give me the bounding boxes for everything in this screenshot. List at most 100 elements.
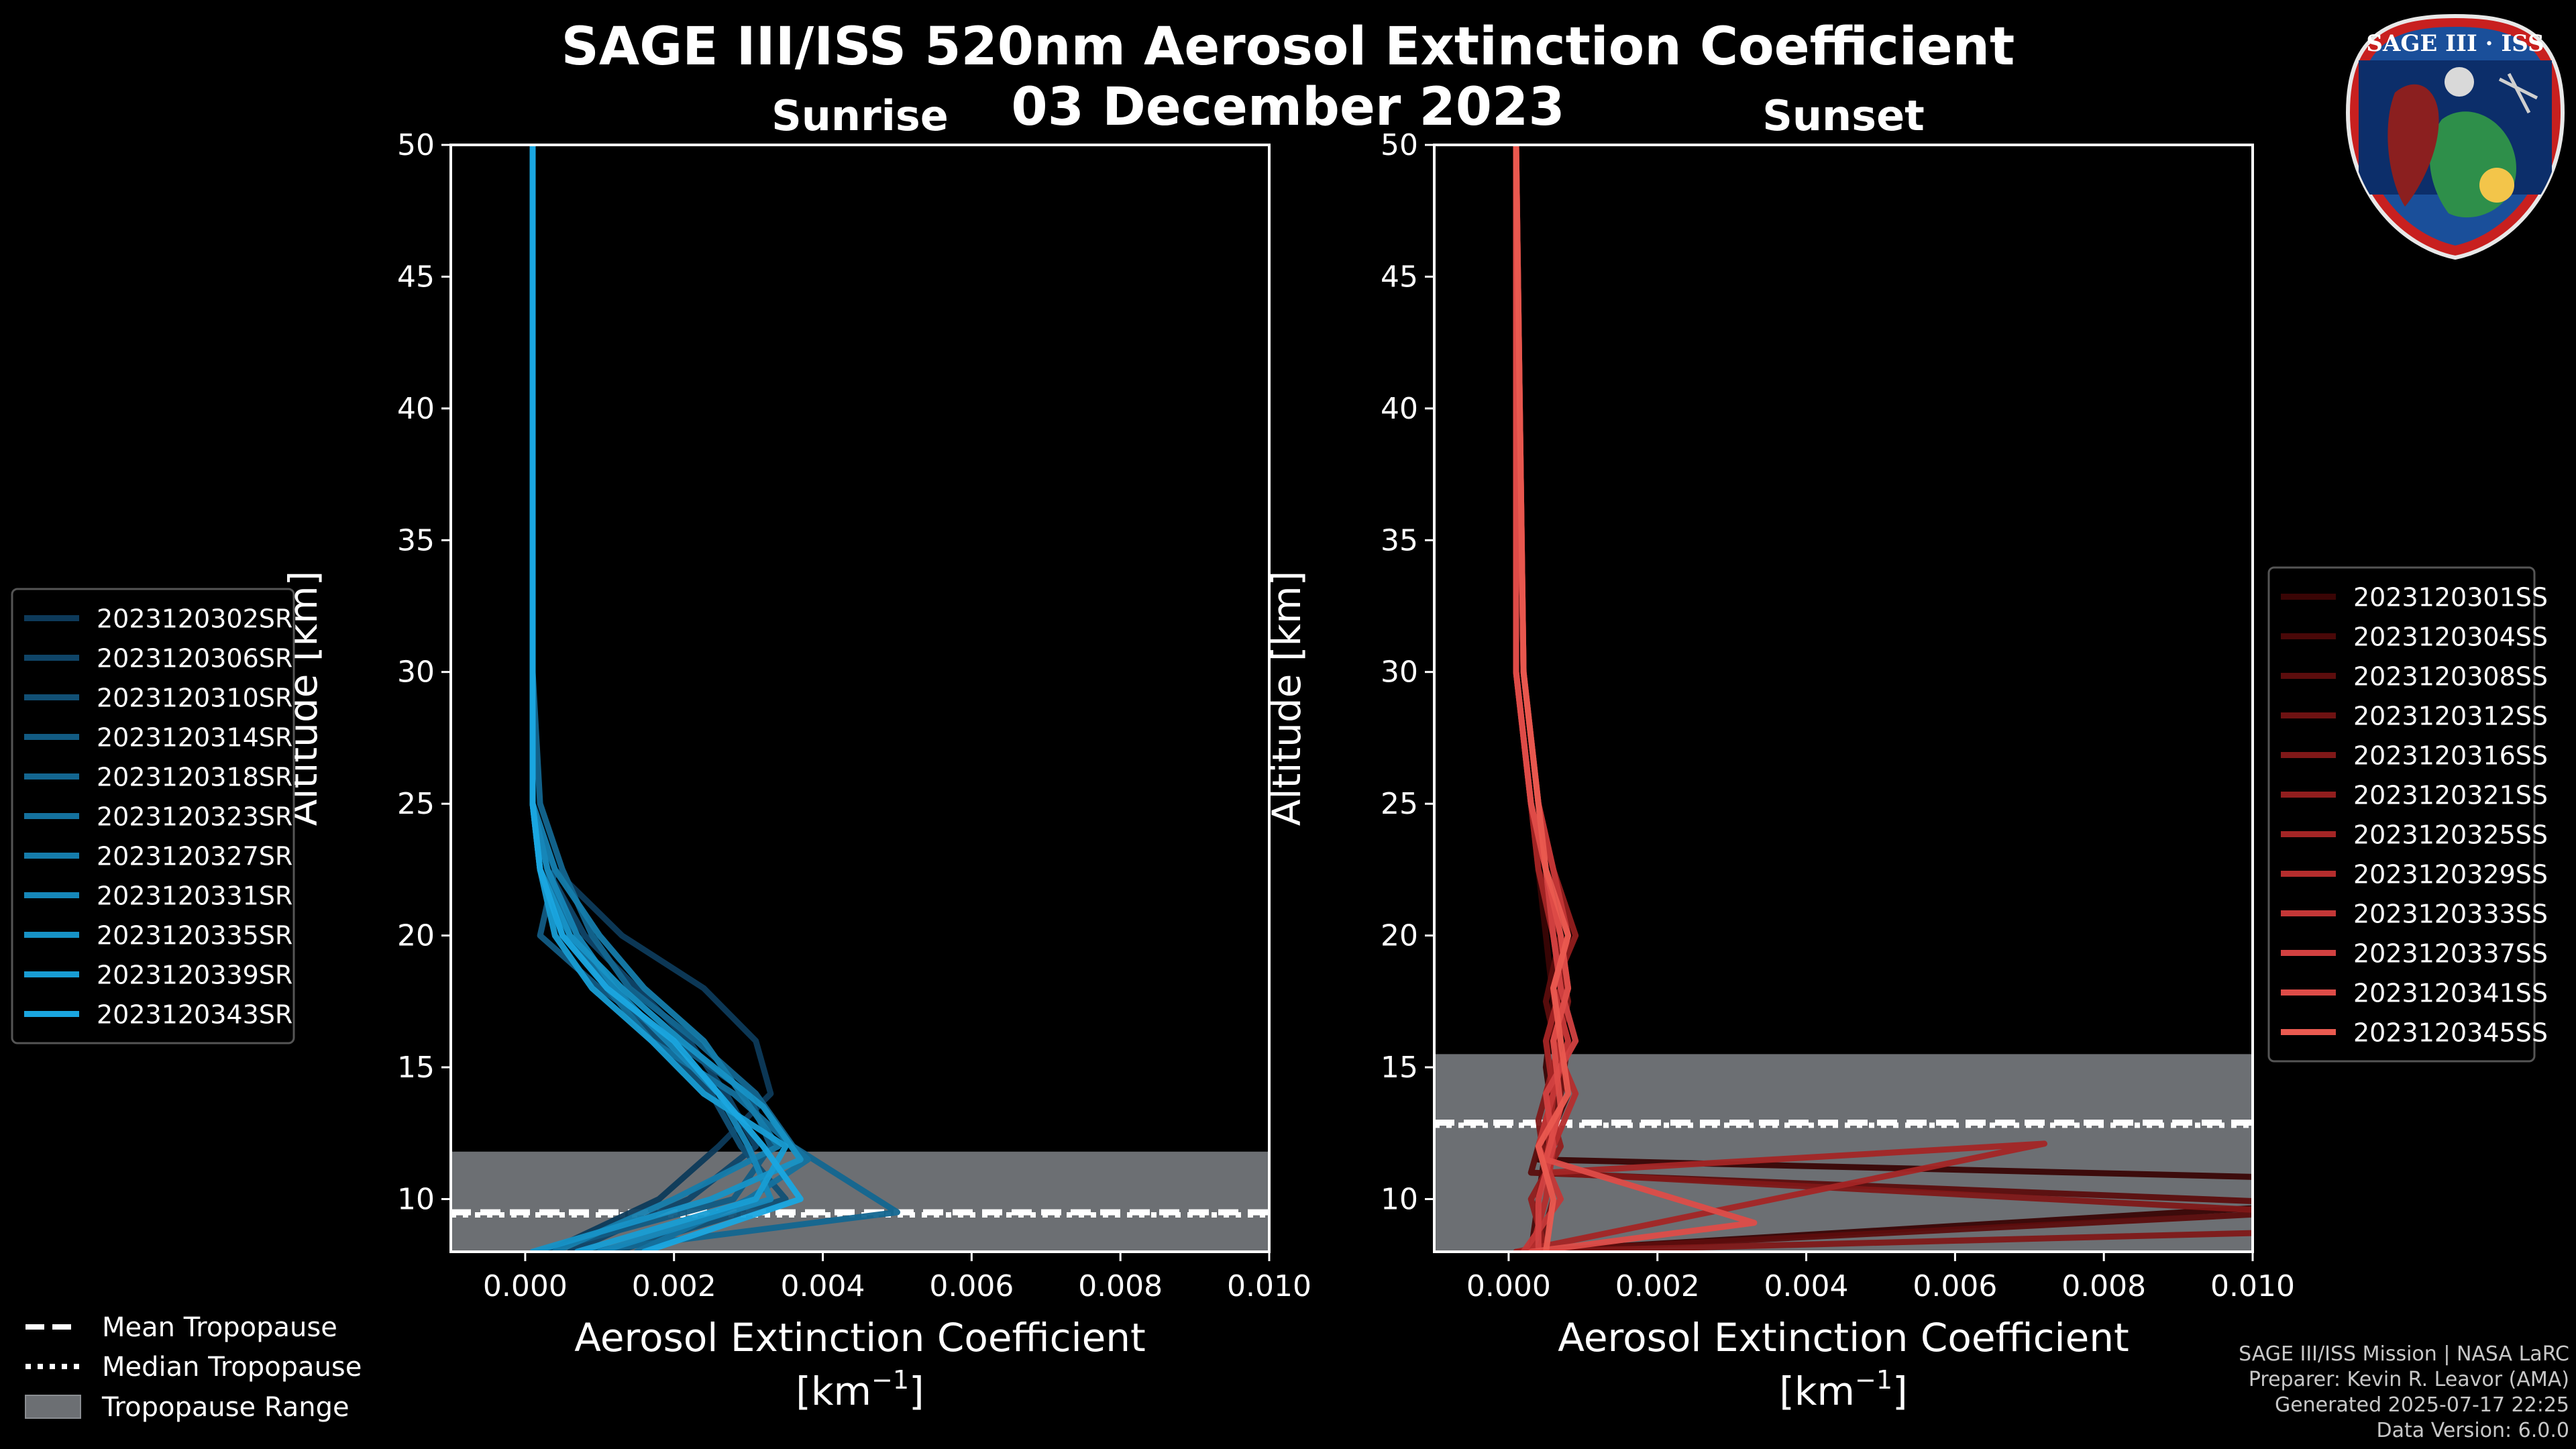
legend-item-2023120325SS: 2023120325SS [2281, 820, 2548, 850]
sunset-y-tick-label: 50 [1381, 128, 1418, 162]
legend-item-2023120308SS: 2023120308SS [2281, 662, 2548, 692]
sunrise-x-tick-label: 0.000 [483, 1269, 568, 1303]
sunset-axes-frame [1433, 144, 2254, 1253]
series-line-2023120341SS [1513, 145, 1758, 1252]
legend-label: 2023120312SS [2353, 702, 2548, 731]
sunset-y-axis-label: Altitude [km] [1264, 571, 1309, 826]
series-line-2023120343SR [529, 145, 804, 1252]
sunrise-x-tick-label: 0.002 [632, 1269, 716, 1303]
legend-item-2023120306SR: 2023120306SR [24, 644, 292, 674]
footer-data-version: Data Version: 6.0.0 [2376, 1419, 2569, 1442]
sunrise-x-tick-label: 0.004 [781, 1269, 865, 1303]
legend-item-2023120333SS: 2023120333SS [2281, 900, 2548, 929]
legend-item-2023120341SS: 2023120341SS [2281, 979, 2548, 1008]
footer-mission: SAGE III/ISS Mission | NASA LaRC [2239, 1342, 2569, 1366]
sunrise-y-tick-label: 25 [397, 787, 435, 821]
legend-label: 2023120301SS [2353, 583, 2548, 612]
footer-preparer: Preparer: Kevin R. Leavor (AMA) [2248, 1368, 2569, 1391]
legend-item-2023120316SS: 2023120316SS [2281, 741, 2548, 771]
legend-label: 2023120329SS [2353, 860, 2548, 890]
sunrise-y-tick-label: 50 [397, 128, 435, 162]
sunset-x-tick-label: 0.010 [2210, 1269, 2295, 1303]
sunset-y-tick-label: 30 [1381, 655, 1418, 690]
sunset-y-tick-label: 25 [1381, 787, 1418, 821]
tropopause-range-label: Tropopause Range [101, 1392, 350, 1423]
sage-iii-iss-mission-patch: SAGE III · ISS [2345, 13, 2565, 260]
sunrise-panel: 0.000 0.002 0.004 0.006 0.008 0.010 10 15 20 25 30… [11, 91, 1311, 1414]
legend-item-2023120302SR: 2023120302SR [24, 604, 292, 634]
legend-label: 2023120314SR [97, 723, 292, 753]
legend-label: 2023120337SS [2353, 939, 2548, 969]
legend-item-2023120301SS: 2023120301SS [2281, 583, 2548, 612]
sunrise-x-axis-units-exp: −1 [871, 1365, 909, 1395]
legend-label: 2023120310SR [97, 684, 292, 713]
sunset-x-tick-label: 0.004 [1764, 1269, 1849, 1303]
legend-label: 2023120316SS [2353, 741, 2548, 771]
sunset-legend-box [2267, 566, 2536, 1063]
sunset-x-axis-units-close: ] [1892, 1368, 1908, 1414]
sunrise-axes-frame [449, 144, 1271, 1253]
sunrise-series-group [529, 145, 900, 1252]
legend-item-2023120321SS: 2023120321SS [2281, 781, 2548, 810]
legend-label: 2023120306SR [97, 644, 292, 674]
legend-item-2023120335SR: 2023120335SR [24, 921, 292, 951]
legend-item-2023120327SR: 2023120327SR [24, 842, 292, 871]
sunrise-legend: 2023120302SR 2023120306SR 2023120310SR 2023… [11, 588, 295, 1044]
sunrise-x-axis-units: [km−1] [796, 1365, 924, 1414]
median-tropopause-label: Median Tropopause [102, 1352, 362, 1383]
sunrise-y-tick-label: 45 [397, 260, 435, 294]
legend-label: 2023120333SS [2353, 900, 2548, 929]
legend-label: 2023120341SS [2353, 979, 2548, 1008]
sunset-y-tick-label: 15 [1381, 1051, 1418, 1085]
sunset-x-tick-label: 0.000 [1466, 1269, 1551, 1303]
sunrise-legend-box [11, 588, 295, 1044]
sunrise-y-tick-label: 15 [397, 1051, 435, 1085]
mean-tropopause-label: Mean Tropopause [102, 1312, 337, 1343]
sunset-y-tick-label: 35 [1381, 523, 1418, 557]
sunrise-y-tick-label: 10 [397, 1182, 435, 1216]
sunset-panel-title: Sunset [1762, 91, 1925, 140]
sunset-x-tick-label: 0.008 [2061, 1269, 2146, 1303]
legend-label: 2023120331SR [97, 881, 292, 911]
legend-item-2023120318SR: 2023120318SR [24, 763, 292, 792]
sunset-y-tick-label: 40 [1381, 392, 1418, 426]
legend-item-2023120329SS: 2023120329SS [2281, 860, 2548, 890]
sunset-x-axis-units: [km−1] [1779, 1365, 1907, 1414]
sunrise-y-tick-label: 40 [397, 392, 435, 426]
legend-item-2023120343SR: 2023120343SR [24, 1000, 292, 1030]
series-line-2023120335SR [529, 145, 804, 1252]
legend-label: 2023120335SR [97, 921, 292, 951]
footer-generated: Generated 2025-07-17 22:25 [2274, 1393, 2569, 1417]
series-line-2023120345SS [1513, 145, 1572, 1252]
footer-credits: SAGE III/ISS Mission | NASA LaRC Prepare… [2239, 1342, 2569, 1444]
sunset-x-axis-units-exp: −1 [1855, 1365, 1892, 1395]
legend-label: 2023120343SR [97, 1000, 292, 1030]
sunset-x-tick-label: 0.006 [1913, 1269, 1997, 1303]
legend-label: 2023120308SS [2353, 662, 2548, 692]
legend-item-2023120312SS: 2023120312SS [2281, 702, 2548, 731]
legend-item-2023120323SR: 2023120323SR [24, 802, 292, 832]
legend-label: 2023120323SR [97, 802, 292, 832]
legend-item-2023120304SS: 2023120304SS [2281, 623, 2548, 652]
sunset-x-tick-label: 0.002 [1615, 1269, 1700, 1303]
legend-label: 2023120318SR [97, 763, 292, 792]
legend-item-2023120339SR: 2023120339SR [24, 961, 292, 990]
sunset-y-tick-label: 10 [1381, 1182, 1418, 1216]
tropopause-legend: Mean Tropopause Median Tropopause Tropopau… [25, 1312, 362, 1423]
sunset-y-tick-label: 45 [1381, 260, 1418, 294]
sunrise-panel-title: Sunrise [771, 91, 949, 140]
legend-label: 2023120339SR [97, 961, 292, 990]
sunset-series-group [1513, 145, 2253, 1252]
legend-item-2023120337SS: 2023120337SS [2281, 939, 2548, 969]
legend-item-2023120310SR: 2023120310SR [24, 684, 292, 713]
tropopause-range-swatch [25, 1395, 81, 1419]
sunrise-y-tick-label: 20 [397, 919, 435, 953]
sunrise-y-tick-label: 35 [397, 523, 435, 557]
sunrise-x-tick-label: 0.008 [1078, 1269, 1163, 1303]
figure-date: 03 December 2023 [1011, 77, 1565, 138]
legend-item-2023120331SR: 2023120331SR [24, 881, 292, 911]
sunrise-x-tick-label: 0.010 [1227, 1269, 1311, 1303]
sunrise-x-axis-label: Aerosol Extinction Coefficient [574, 1315, 1146, 1360]
patch-title-text: SAGE III · ISS [2366, 30, 2544, 57]
